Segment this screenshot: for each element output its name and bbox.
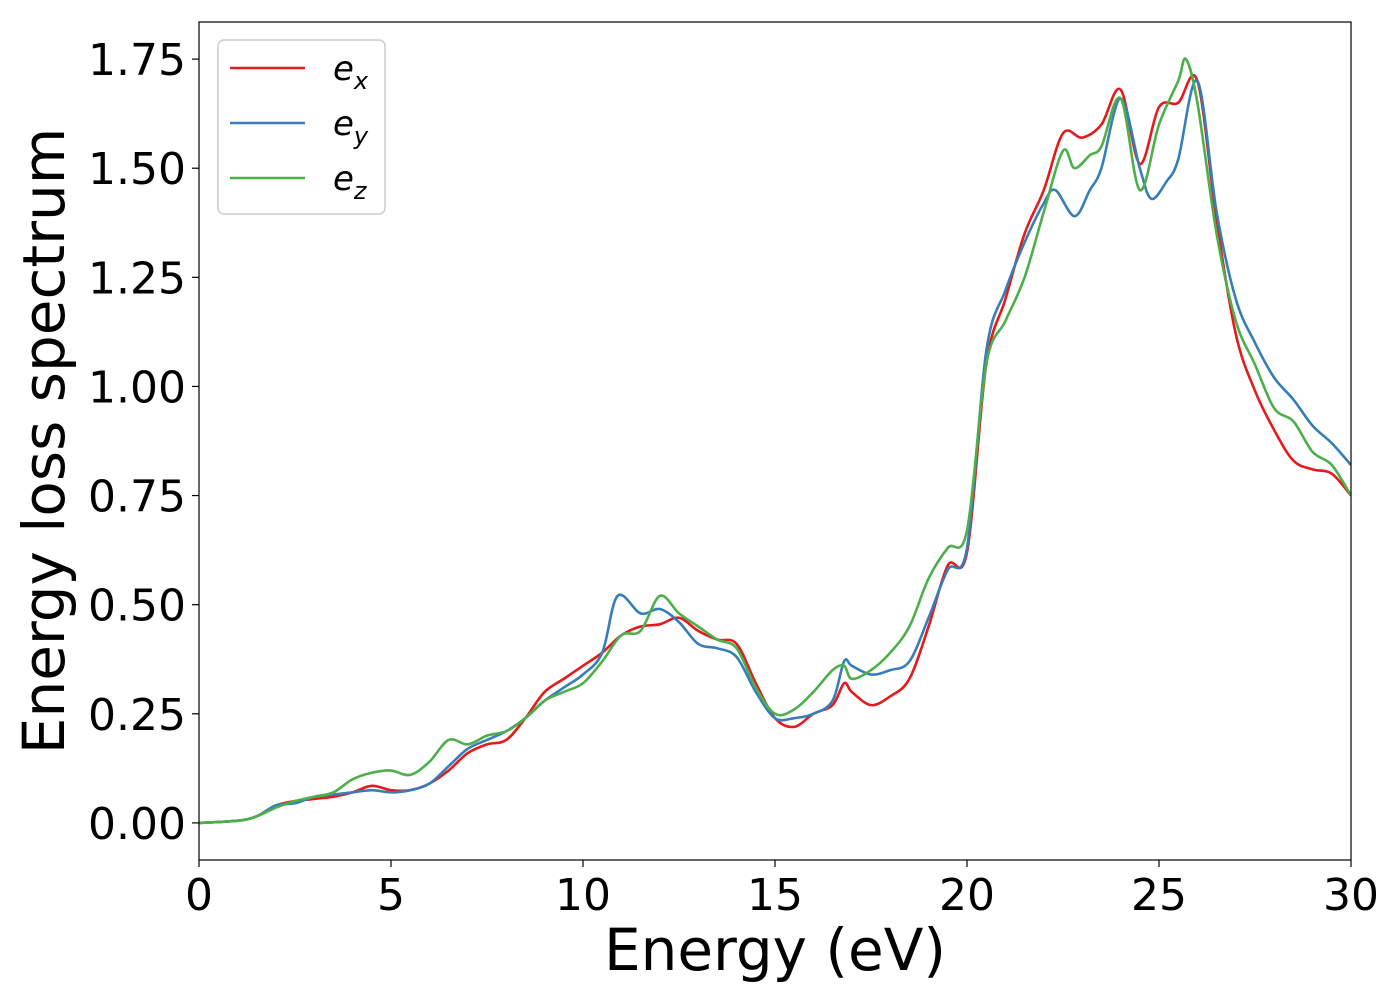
series-line-ez bbox=[199, 57, 1351, 825]
series-layer bbox=[199, 57, 1351, 825]
y-tick-label: 1.00 bbox=[88, 362, 186, 413]
x-tick-label: 5 bbox=[377, 870, 405, 921]
x-tick-label: 0 bbox=[185, 870, 213, 921]
y-tick-label: 1.75 bbox=[88, 35, 186, 86]
x-tick-label: 30 bbox=[1323, 870, 1379, 921]
y-axis: 0.00 0.25 0.50 0.75 1.00 1.25 1.50 1.75 bbox=[88, 35, 199, 850]
x-axis-title: Energy (eV) bbox=[604, 916, 946, 984]
x-tick-label: 25 bbox=[1131, 870, 1187, 921]
y-tick-label: 1.25 bbox=[88, 253, 186, 304]
x-axis: 0 5 10 15 20 25 30 bbox=[185, 860, 1379, 921]
x-tick-label: 15 bbox=[747, 870, 803, 921]
y-tick-label: 0.25 bbox=[88, 690, 186, 741]
series-line-ey bbox=[199, 79, 1351, 825]
y-tick-label: 0.00 bbox=[88, 799, 186, 850]
y-tick-label: 1.50 bbox=[88, 144, 186, 195]
x-tick-label: 20 bbox=[939, 870, 995, 921]
y-axis-title: Energy loss spectrum bbox=[10, 128, 78, 754]
x-tick-label: 10 bbox=[555, 870, 611, 921]
y-tick-label: 0.50 bbox=[88, 581, 186, 632]
legend-box bbox=[217, 39, 386, 215]
y-tick-label: 0.75 bbox=[88, 472, 186, 523]
